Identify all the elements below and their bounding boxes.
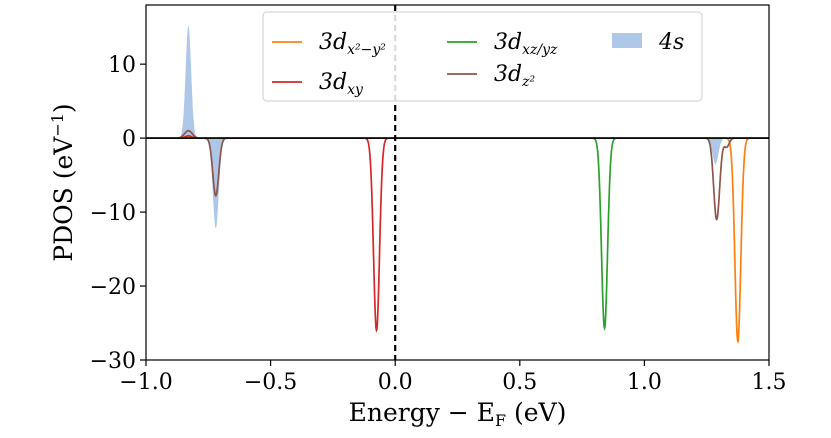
legend-label-sub: xy (347, 82, 364, 98)
legend-label: 3dxz/yz (494, 30, 558, 58)
x-tick-label: −0.5 (244, 370, 297, 395)
legend-label: 3dx²−y² (319, 30, 386, 58)
y-axis-label-sup: −1 (48, 113, 67, 137)
x-axis-label-main: Energy − E (349, 398, 495, 427)
x-tick-label: 0.5 (502, 370, 537, 395)
legend-entry-3d-x-y: 3dx²−y² (272, 30, 386, 58)
series-3d-xz-yz (146, 137, 769, 331)
legend-label-sub: z² (521, 74, 535, 90)
legend-label-main: 4s (658, 30, 684, 55)
series-3d-x-y (146, 135, 769, 345)
legend-label: 3dxy (319, 70, 364, 98)
legend-label-sub: x²−y² (347, 42, 386, 58)
x-axis-label-sub: F (495, 411, 506, 430)
y-tick-label: 10 (108, 53, 136, 78)
legend-label-main: 3d (494, 30, 522, 55)
legend-entry-3d-xy: 3dxy (272, 70, 364, 98)
y-tick-label: −30 (90, 349, 136, 374)
legend-box (262, 11, 703, 102)
legend-entry-3d-xz-yz: 3dxz/yz (447, 30, 558, 58)
legend-label-sub: xz/yz (522, 42, 558, 58)
x-axis-label: Energy − EF (eV) (349, 398, 567, 430)
x-tick-label: 1.5 (752, 370, 787, 395)
y-tick-label: −10 (90, 201, 136, 226)
y-tick-label: −20 (90, 275, 136, 300)
legend-label-main: 3d (494, 62, 522, 87)
y-axis-label: PDOS (eV−1) (48, 103, 78, 261)
y-axis-label-close: ) (49, 103, 78, 113)
legend-label-main: 3d (319, 30, 347, 55)
plot-frame (145, 4, 770, 361)
series-3d-z (146, 129, 769, 221)
axes: −1.0 −0.5 0.0 0.5 1.0 1.5 10 0 −10 −20 −30 Energy −… (48, 4, 787, 430)
legend-swatch (612, 33, 642, 48)
x-tick-label: 1.0 (627, 370, 662, 395)
plot-area (146, 5, 769, 360)
legend-entry-4s: 4s (612, 30, 684, 55)
x-axis-label-unit: (eV) (506, 398, 566, 427)
x-tick-label: 0.0 (378, 370, 413, 395)
legend-label: 4s (658, 30, 684, 55)
series-3d-xy (146, 135, 769, 333)
legend-label: 3dz² (494, 62, 535, 90)
x-tick-label: −1.0 (119, 370, 172, 395)
y-axis-label-main: PDOS (eV (49, 136, 78, 262)
y-tick-label: 0 (122, 127, 136, 152)
legend-entry-3d-z: 3dz² (447, 62, 535, 90)
legend-label-main: 3d (319, 70, 347, 95)
